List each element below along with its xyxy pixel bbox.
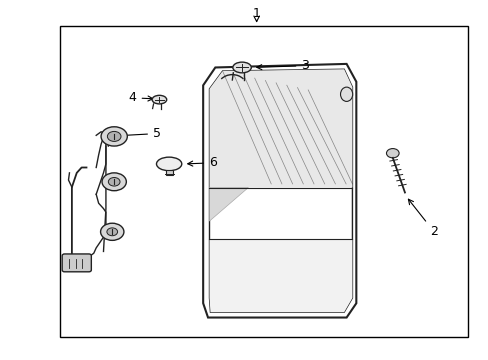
Circle shape xyxy=(386,149,398,158)
Polygon shape xyxy=(209,239,352,312)
Text: 4: 4 xyxy=(128,91,153,104)
Circle shape xyxy=(101,223,123,240)
Ellipse shape xyxy=(152,95,166,104)
Text: 5: 5 xyxy=(109,127,161,140)
Ellipse shape xyxy=(340,87,352,102)
Circle shape xyxy=(107,131,121,141)
Bar xyxy=(60,26,467,337)
Ellipse shape xyxy=(232,62,251,73)
Polygon shape xyxy=(209,69,352,312)
Circle shape xyxy=(107,228,117,236)
Ellipse shape xyxy=(156,157,182,171)
Circle shape xyxy=(101,127,127,146)
FancyBboxPatch shape xyxy=(62,254,91,272)
Text: 2: 2 xyxy=(407,199,437,238)
Circle shape xyxy=(108,177,120,186)
Polygon shape xyxy=(209,69,352,188)
FancyBboxPatch shape xyxy=(165,170,172,175)
Text: 6: 6 xyxy=(187,156,216,169)
Text: 1: 1 xyxy=(252,8,260,21)
Text: 3: 3 xyxy=(256,59,308,72)
Circle shape xyxy=(102,173,126,191)
Polygon shape xyxy=(209,188,248,221)
Polygon shape xyxy=(203,64,356,318)
